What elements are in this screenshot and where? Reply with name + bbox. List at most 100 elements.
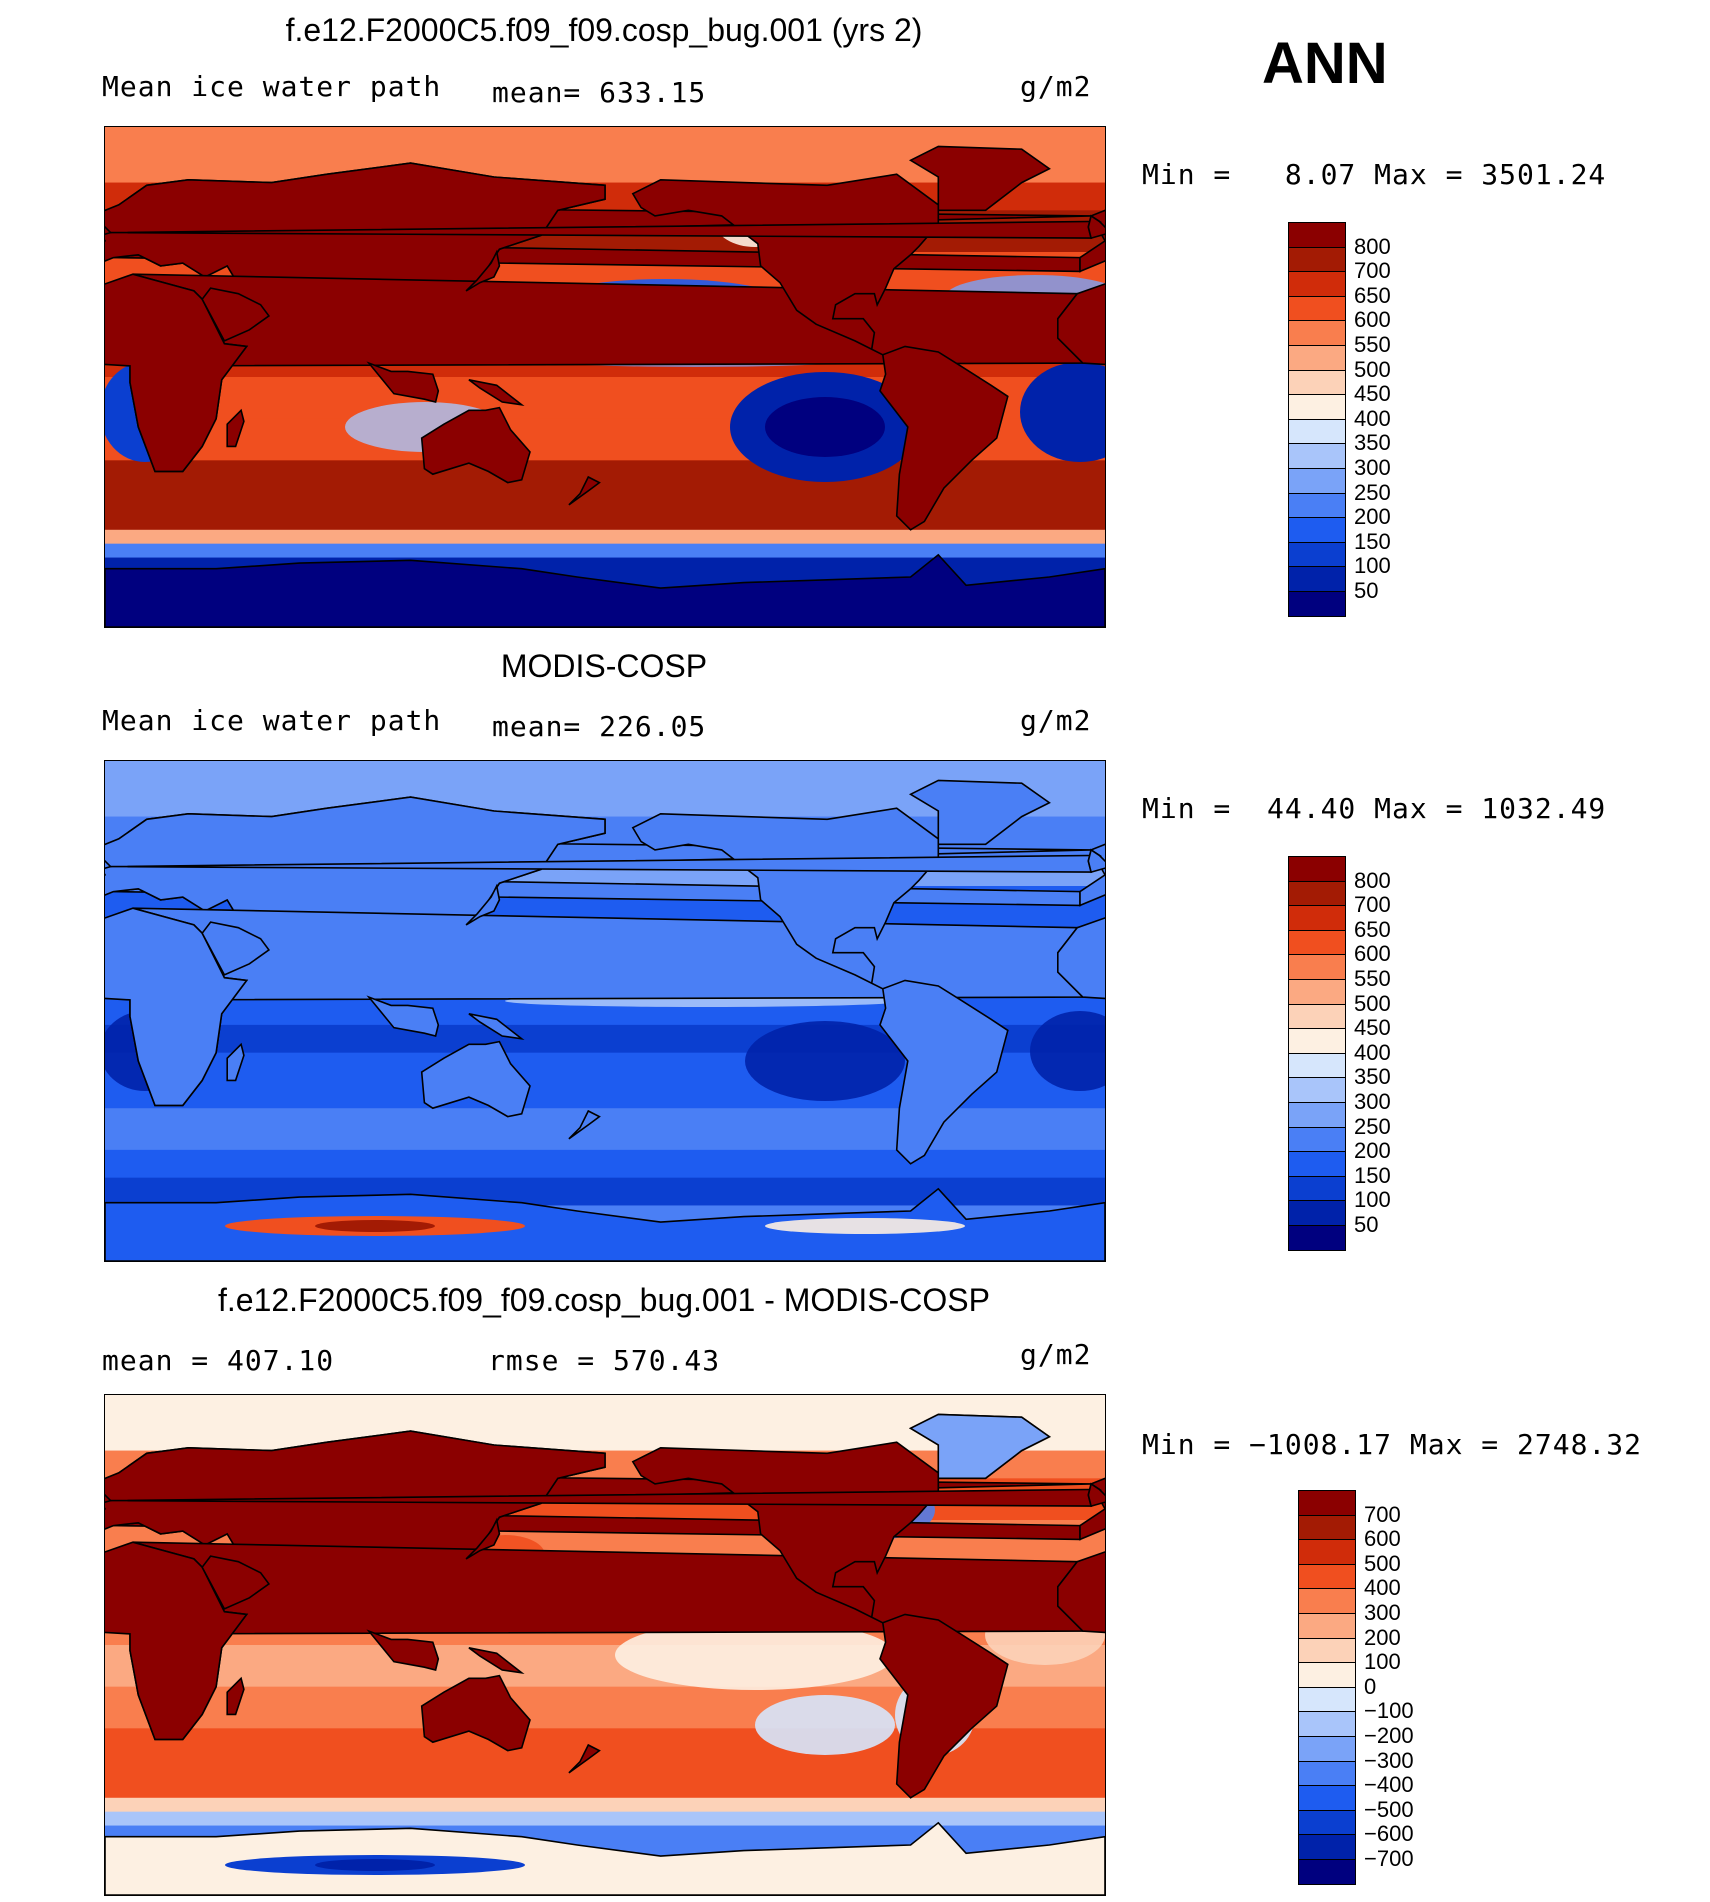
colorbar-swatch (1298, 1834, 1356, 1860)
landmass-uk (105, 1493, 113, 1504)
colorbar-swatch (1288, 271, 1346, 297)
colorbar-tick-label: 300 (1354, 455, 1391, 480)
map-field-diff (105, 1395, 1105, 1895)
colorbar-tick-label: 500 (1354, 990, 1391, 1016)
field-band (105, 1770, 1105, 1799)
colorbar-tick-label: −400 (1364, 1772, 1414, 1798)
colorbar-swatch (1298, 1686, 1356, 1713)
colorbar-tick-label: −700 (1364, 1846, 1414, 1871)
panel-3-rmse-label: rmse = 570.43 (488, 1344, 721, 1377)
colorbar-swatch (1288, 345, 1346, 371)
colorbar-swatch (1298, 1637, 1356, 1664)
panel-2-map (104, 760, 1106, 1262)
field-band (105, 543, 1105, 559)
landmass-nz (568, 475, 601, 506)
colorbar-swatch (1298, 1490, 1356, 1516)
panel-1-left-label: Mean ice water path (102, 70, 442, 103)
colorbar-tick-label: 550 (1354, 966, 1391, 991)
colorbar-tick-label: 450 (1354, 381, 1391, 407)
colorbar-swatch (1288, 541, 1346, 568)
panel-1-min-max: Min = 8.07 Max = 3501.24 (1142, 158, 1607, 191)
season-label: ANN (1262, 31, 1388, 96)
colorbar-swatch (1288, 1151, 1346, 1177)
colorbar-swatch (1288, 394, 1346, 420)
panel-2-units-label: g/m2 (1020, 704, 1092, 737)
panel-3-title: f.e12.F2000C5.f09_f09.cosp_bug.001 - MOD… (218, 1282, 990, 1318)
colorbar-swatch (1298, 1711, 1356, 1737)
colorbar-swatch (1288, 979, 1346, 1005)
landmass-samerica (879, 345, 1009, 531)
landmass-antarctica (105, 553, 1105, 627)
landmass-australia (420, 1674, 531, 1752)
colorbar-swatch (1288, 1052, 1346, 1079)
colorbar-tick-label: 350 (1354, 1064, 1391, 1090)
panel-3-map (104, 1394, 1106, 1896)
field-feature (1020, 362, 1105, 462)
colorbar-swatch (1288, 880, 1346, 907)
panel-3-units-label: g/m2 (1020, 1338, 1092, 1371)
field-feature (315, 1859, 435, 1871)
landmass-nz (568, 1109, 601, 1140)
landmass-japan (465, 249, 501, 292)
panel-2-left-label: Mean ice water path (102, 704, 442, 737)
landmass-madagascar (226, 1042, 245, 1082)
landmass-japan (465, 883, 501, 926)
field-feature (755, 1695, 895, 1755)
field-feature (745, 1021, 905, 1101)
landmass-greenland (908, 779, 1051, 846)
colorbar-swatch (1288, 1102, 1346, 1128)
panel-2-mean-label: mean= 226.05 (492, 710, 707, 743)
colorbar-swatch (1298, 1539, 1356, 1565)
landmass-australia (420, 1040, 531, 1118)
colorbar-tick-label: 250 (1354, 1113, 1391, 1139)
colorbar-swatch (1288, 492, 1346, 519)
colorbar-tick-label: 650 (1354, 916, 1391, 942)
colorbar-tick-label: 700 (1364, 1501, 1401, 1527)
colorbar-swatch (1288, 222, 1346, 248)
colorbar-swatch (1298, 1588, 1356, 1614)
colorbar-swatch (1288, 246, 1346, 273)
colorbar-tick-label: 100 (1364, 1649, 1401, 1675)
colorbar-tick-label: −300 (1364, 1747, 1414, 1773)
colorbar-tick-label: 400 (1354, 405, 1391, 431)
colorbar-tick-label: 150 (1354, 1162, 1391, 1188)
colorbar-tick-label: −500 (1364, 1796, 1414, 1822)
colorbar-swatch (1288, 954, 1346, 980)
panel-3-min-max: Min = −1008.17 Max = 2748.32 (1142, 1428, 1643, 1461)
colorbar-swatch (1298, 1613, 1356, 1639)
field-band (105, 1108, 1105, 1151)
landmass-samerica (879, 1613, 1009, 1799)
colorbar-swatch (1298, 1662, 1356, 1688)
colorbar-tick-label: 800 (1354, 233, 1391, 259)
colorbar-swatch (1288, 468, 1346, 494)
landmass-australia (420, 406, 531, 484)
field-feature (1030, 1011, 1105, 1091)
panel-1-map (104, 126, 1106, 628)
colorbar-swatch (1288, 320, 1346, 346)
landmass-japan (465, 1517, 501, 1560)
colorbar-tick-label: 300 (1354, 1089, 1391, 1114)
colorbar-swatch (1288, 295, 1346, 322)
landmass-africa (1056, 1551, 1105, 1634)
field-band (105, 1797, 1105, 1813)
colorbar-tick-label: 300 (1364, 1600, 1401, 1625)
colorbar-swatch (1298, 1760, 1356, 1787)
colorbar-tick-label: −200 (1364, 1723, 1414, 1748)
colorbar-tick-label: 250 (1354, 479, 1391, 505)
colorbar-swatch (1298, 1563, 1356, 1590)
colorbar-swatch (1288, 905, 1346, 931)
landmass-madagascar (226, 408, 245, 448)
colorbar-swatch (1288, 1028, 1346, 1054)
colorbar-tick-label: 500 (1364, 1550, 1401, 1576)
landmass-uk (1087, 1482, 1105, 1508)
landmass-uk (1087, 848, 1105, 874)
colorbar-swatch (1288, 443, 1346, 469)
landmass-uk (105, 859, 113, 870)
panel-3-mean-label: mean = 407.10 (102, 1344, 335, 1377)
map-field-obs (105, 761, 1105, 1261)
colorbar-tick-label: 100 (1354, 1187, 1391, 1213)
colorbar-tick-label: 350 (1354, 430, 1391, 456)
colorbar-swatch (1288, 1126, 1346, 1153)
landmass-arabia (201, 921, 271, 976)
field-feature (615, 1620, 895, 1690)
